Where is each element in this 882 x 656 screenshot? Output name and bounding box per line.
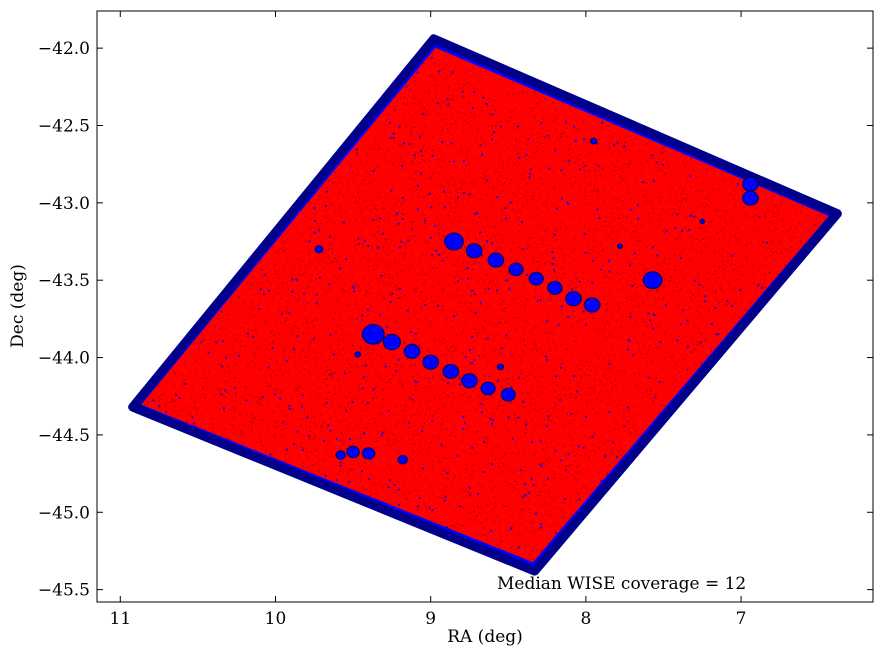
low-coverage-region (617, 243, 623, 249)
y-tick-label: −45.0 (38, 503, 90, 523)
low-coverage-region (699, 218, 706, 225)
y-tick-label: −44.0 (38, 349, 90, 369)
low-coverage-region (354, 351, 362, 358)
low-coverage-region (565, 291, 582, 307)
low-coverage-region (382, 333, 402, 351)
low-coverage-region (508, 262, 524, 277)
low-coverage-region (583, 297, 601, 313)
low-coverage-region (397, 454, 408, 465)
low-coverage-region (547, 281, 563, 295)
low-coverage-region (461, 373, 478, 389)
low-coverage-region (480, 381, 496, 396)
y-axis-label: Dec (deg) (8, 264, 28, 348)
y-tick-label: −44.5 (38, 426, 90, 446)
low-coverage-region (589, 137, 598, 145)
low-coverage-region (742, 176, 759, 192)
low-coverage-region (528, 271, 544, 286)
y-tick-label: −42.5 (38, 116, 90, 136)
y-tick-label: −42.0 (38, 39, 90, 59)
x-tick-label: 9 (425, 609, 436, 629)
low-coverage-region (465, 243, 483, 259)
x-tick-label: 8 (580, 609, 591, 629)
low-coverage-region (403, 343, 421, 359)
low-coverage-region (487, 252, 505, 268)
median-coverage-annotation: Median WISE coverage = 12 (497, 574, 746, 594)
low-coverage-region (361, 323, 385, 345)
x-tick-label: 10 (265, 609, 287, 629)
low-coverage-region (442, 363, 460, 380)
low-coverage-region (346, 445, 360, 459)
x-tick-label: 11 (109, 609, 131, 629)
low-coverage-region (500, 387, 516, 402)
low-coverage-region (335, 450, 346, 460)
plot-frame (96, 10, 874, 603)
footprint-interior-points (141, 47, 829, 563)
y-tick-label: −43.0 (38, 194, 90, 214)
x-tick-label: 7 (736, 609, 747, 629)
y-tick-label: −45.5 (38, 581, 90, 601)
low-coverage-region (444, 232, 464, 251)
low-coverage-region (642, 271, 663, 290)
low-coverage-region (361, 447, 376, 460)
y-tick-label: −43.5 (38, 271, 90, 291)
low-coverage-region (422, 354, 440, 370)
low-coverage-region (314, 245, 324, 254)
low-coverage-region (742, 190, 759, 206)
low-coverage-region (496, 363, 505, 371)
x-axis-label: RA (deg) (447, 627, 523, 647)
